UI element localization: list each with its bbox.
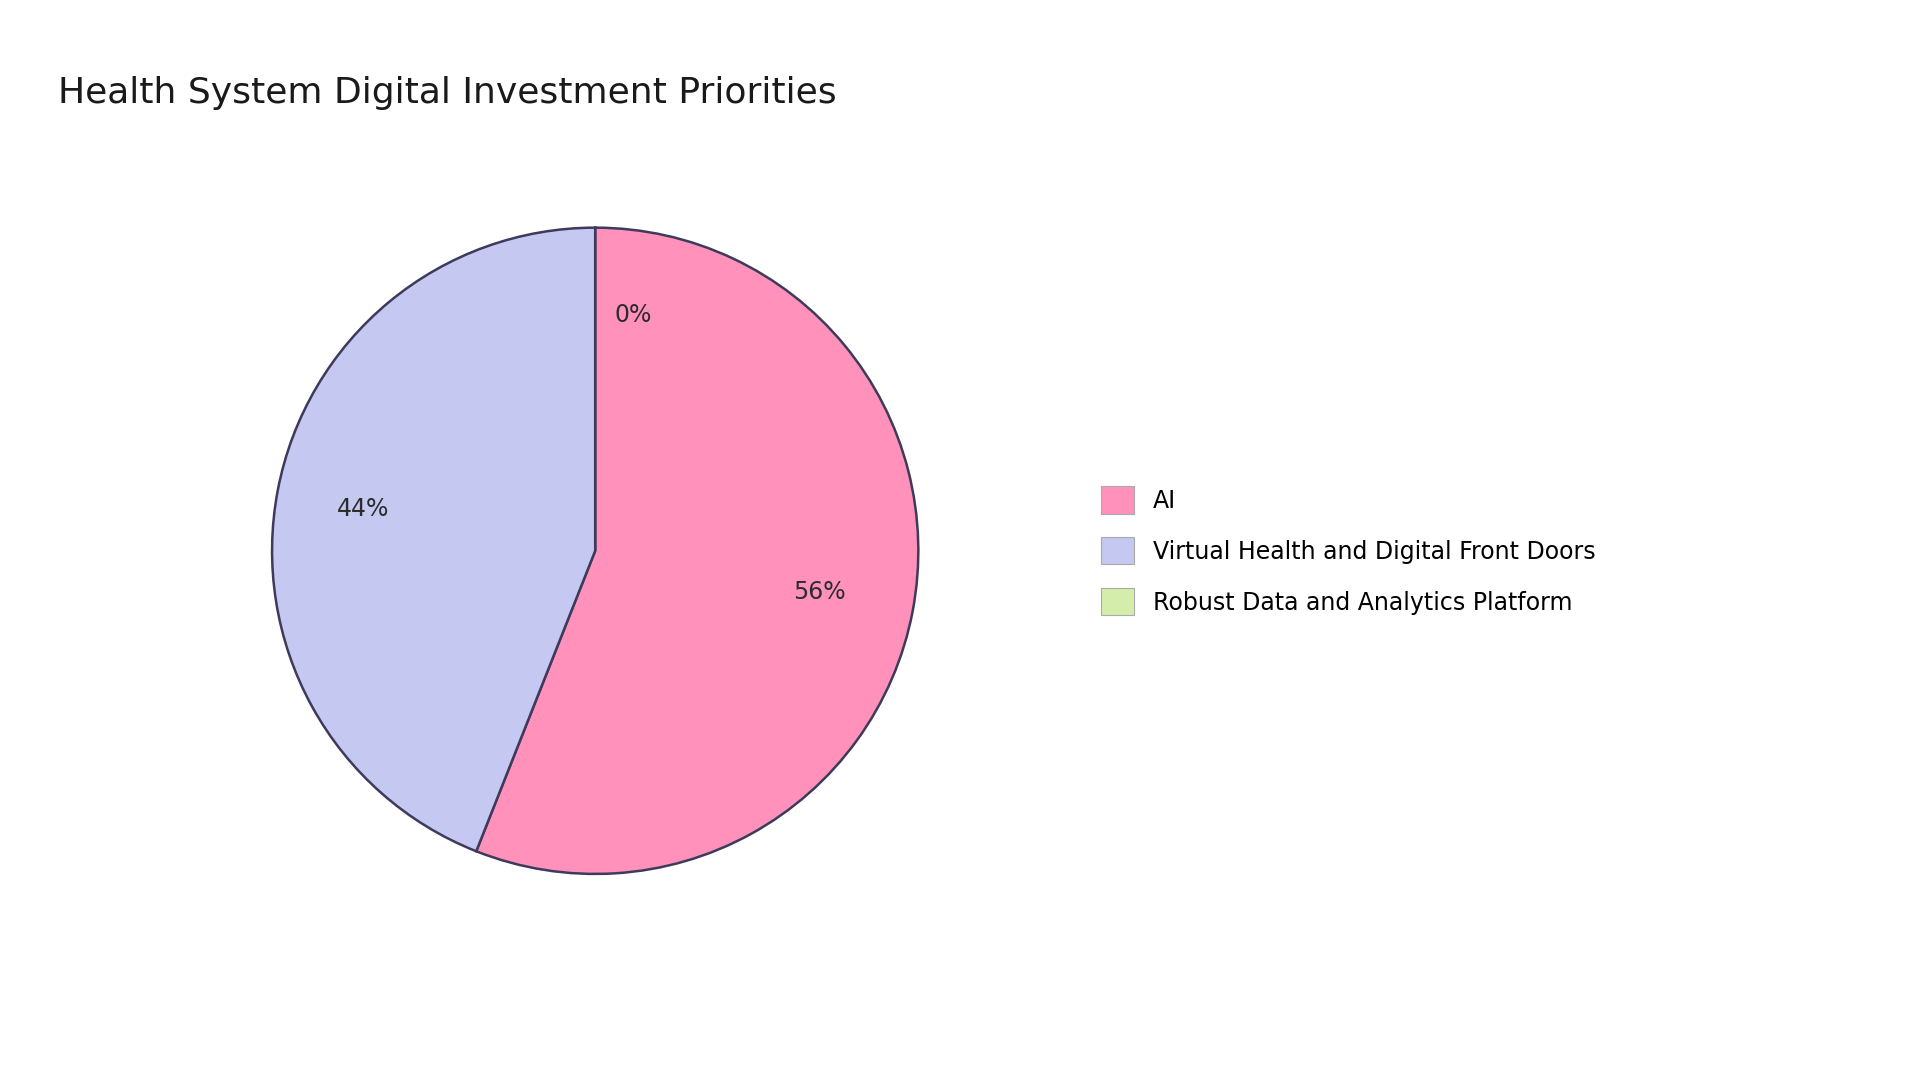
Text: 44%: 44% <box>338 498 390 522</box>
Wedge shape <box>273 228 595 851</box>
Legend: AI, Virtual Health and Digital Front Doors, Robust Data and Analytics Platform: AI, Virtual Health and Digital Front Doo… <box>1102 486 1596 616</box>
Text: 0%: 0% <box>614 303 651 327</box>
Text: Health System Digital Investment Priorities: Health System Digital Investment Priorit… <box>58 76 837 109</box>
Text: 56%: 56% <box>793 580 845 604</box>
Wedge shape <box>476 228 918 874</box>
